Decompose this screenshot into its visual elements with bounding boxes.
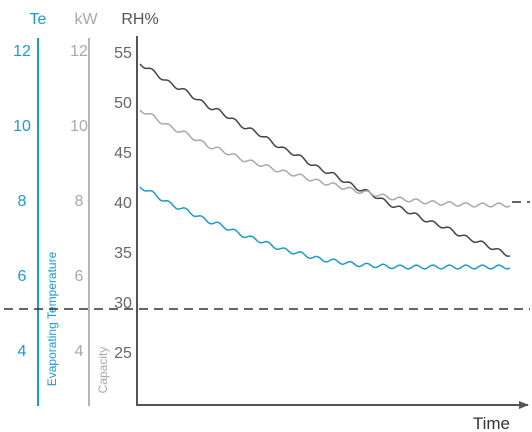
rh-tick-label: 35 xyxy=(114,245,132,262)
rh-tick-labels: 25 30 35 40 45 50 55 xyxy=(114,45,132,362)
te-tick-label: 4 xyxy=(18,343,27,360)
te-tick-label: 10 xyxy=(13,118,31,135)
kw-axis-unit: kW xyxy=(74,11,98,28)
kw-tick-label: 12 xyxy=(70,43,88,60)
kw-tick-label: 10 xyxy=(70,118,88,135)
rh-tick-label: 25 xyxy=(114,345,132,362)
rh-axis-unit: RH% xyxy=(121,11,158,28)
rh-tick-label: 55 xyxy=(114,45,132,62)
series-layer xyxy=(139,63,511,270)
series-line-3 xyxy=(139,186,511,270)
te-tick-label: 8 xyxy=(18,193,27,210)
te-tick-label: 6 xyxy=(18,268,27,285)
kw-tick-label: 6 xyxy=(75,268,84,285)
rh-tick-label: 45 xyxy=(114,145,132,162)
kw-tick-labels: 4 6 8 10 12 xyxy=(70,43,88,360)
time-axis-label: Time xyxy=(473,414,510,432)
kw-tick-label: 8 xyxy=(75,193,84,210)
rh-tick-label: 50 xyxy=(114,95,132,112)
reference-lines xyxy=(4,201,530,310)
series-line-2 xyxy=(139,109,511,208)
te-tick-label: 12 xyxy=(13,43,31,60)
te-axis-unit: Te xyxy=(30,11,47,28)
kw-axis-name: Capacity xyxy=(96,347,110,394)
rh-tick-label: 30 xyxy=(114,295,132,312)
te-axis-name: Evaporating Temperature xyxy=(45,251,59,386)
series-line-1 xyxy=(139,63,511,257)
te-tick-labels: 4 6 8 10 12 xyxy=(13,43,31,360)
rh-tick-label: 40 xyxy=(114,195,132,212)
kw-tick-label: 4 xyxy=(75,343,84,360)
